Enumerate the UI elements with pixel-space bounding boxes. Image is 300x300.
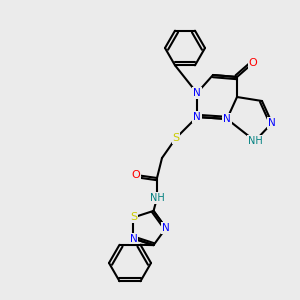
Text: O: O — [249, 58, 257, 68]
Text: S: S — [130, 212, 137, 222]
Text: N: N — [193, 88, 201, 98]
Text: N: N — [223, 114, 231, 124]
Text: N: N — [130, 234, 137, 244]
Text: N: N — [193, 112, 201, 122]
Text: NH: NH — [248, 136, 262, 146]
Text: S: S — [172, 133, 180, 143]
Text: O: O — [132, 170, 140, 180]
Text: N: N — [268, 118, 276, 128]
Text: NH: NH — [150, 193, 164, 203]
Text: N: N — [162, 223, 170, 233]
